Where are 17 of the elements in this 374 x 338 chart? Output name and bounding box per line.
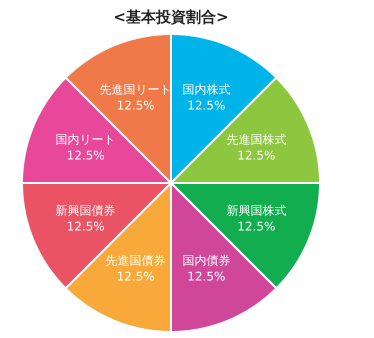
data-label: 12.5% [187, 269, 226, 284]
slice-label: 先進国債券 [106, 253, 166, 268]
data-label: 12.5% [187, 98, 226, 113]
data-label: 12.5% [116, 98, 155, 113]
slice-label: 先進国株式 [226, 132, 286, 147]
chart-title: <基本投資割合> [113, 8, 229, 26]
slice-label: 新興国債券 [56, 203, 116, 218]
data-label: 12.5% [237, 219, 276, 234]
slice-label: 新興国株式 [226, 203, 286, 218]
slice-label: 国内株式 [182, 82, 230, 97]
data-label: 12.5% [116, 269, 155, 284]
data-label: 12.5% [66, 219, 105, 234]
data-label: 12.5% [237, 148, 276, 163]
slice-label: 国内リート [56, 132, 116, 147]
slice-label: 国内債券 [182, 253, 230, 268]
data-label: 12.5% [66, 148, 105, 163]
slice-label: 先進国リート [100, 82, 172, 97]
